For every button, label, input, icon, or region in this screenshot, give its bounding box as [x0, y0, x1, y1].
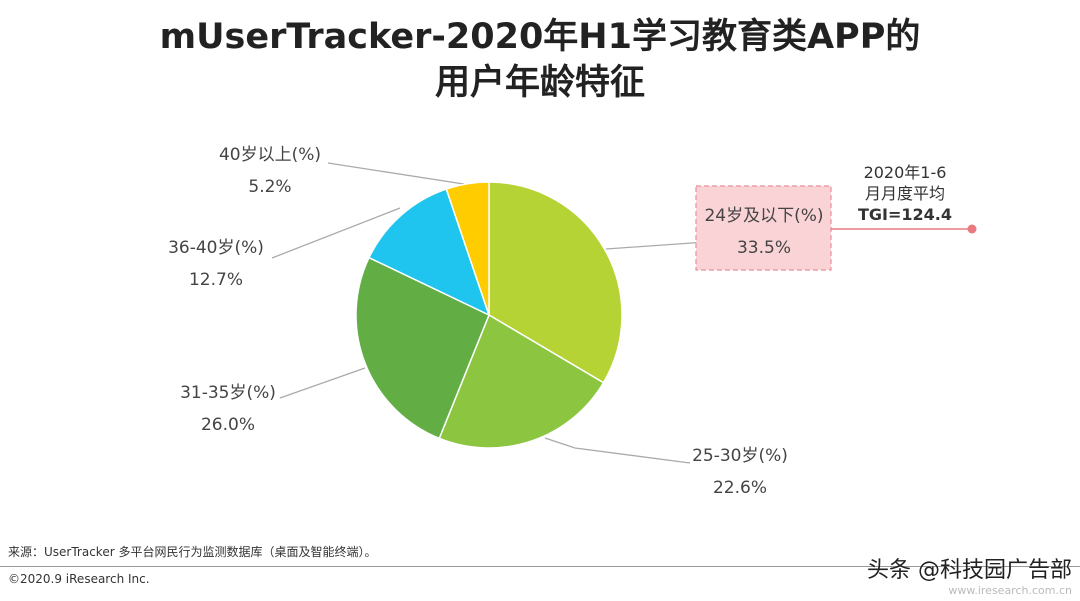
site-url: www.iresearch.com.cn [948, 584, 1072, 597]
slice-value-24-and-under: 33.5% [737, 238, 791, 258]
slice-label-over-40: 40岁以上(%) [219, 145, 321, 165]
slice-label-25-30: 25-30岁(%) [692, 446, 788, 466]
pie-slice-31-35 [355, 256, 490, 440]
leader-line-over-40 [327, 162, 471, 186]
pie-slices [355, 181, 623, 449]
slice-label-24-and-under: 24岁及以下(%) [704, 206, 823, 226]
source-note: 来源：UserTracker 多平台网民行为监测数据库（桌面及智能终端）。 [8, 545, 377, 559]
slice-label-31-35: 31-35岁(%) [180, 383, 276, 403]
tgi-line-2: 月月度平均 [864, 184, 945, 203]
leader-line-36-40 [271, 207, 401, 259]
pie-slice-24-and-under [488, 181, 623, 384]
copyright: ©2020.9 iResearch Inc. [8, 572, 150, 586]
slice-value-25-30: 22.6% [713, 478, 767, 498]
pie-slice-36-40 [368, 188, 491, 317]
pie-slice-over-40 [445, 181, 490, 316]
title-line-1: mUserTracker-2020年H1学习教育类APP的 [159, 17, 921, 57]
slice-value-over-40: 5.2% [248, 177, 291, 197]
leader-line-31-35 [279, 367, 366, 399]
tgi-annotation: 2020年1-6 月月度平均 TGI=124.4 [830, 162, 980, 225]
callout-dot [967, 224, 977, 234]
slice-value-36-40: 12.7% [189, 270, 243, 290]
slice-label-36-40: 36-40岁(%) [168, 238, 264, 258]
title-line-2: 用户年龄特征 [434, 63, 645, 103]
leader-line-25-30 [544, 437, 691, 464]
tgi-line-1: 2020年1-6 [863, 163, 947, 182]
footer-divider [0, 566, 1080, 567]
watermark: 头条 @科技园广告部 [867, 558, 1072, 583]
tgi-value: TGI=124.4 [857, 205, 952, 224]
slice-labels: 24岁及以下(%) 33.5% 25-30岁(%) 22.6% 31-35岁(%) 26.… [168, 145, 823, 498]
callout-box [695, 185, 832, 271]
pie-slice-25-30 [438, 313, 605, 449]
slice-value-31-35: 26.0% [201, 415, 255, 435]
chart-title: mUserTracker-2020年H1学习教育类APP的 用户年龄特征 [0, 14, 1080, 106]
